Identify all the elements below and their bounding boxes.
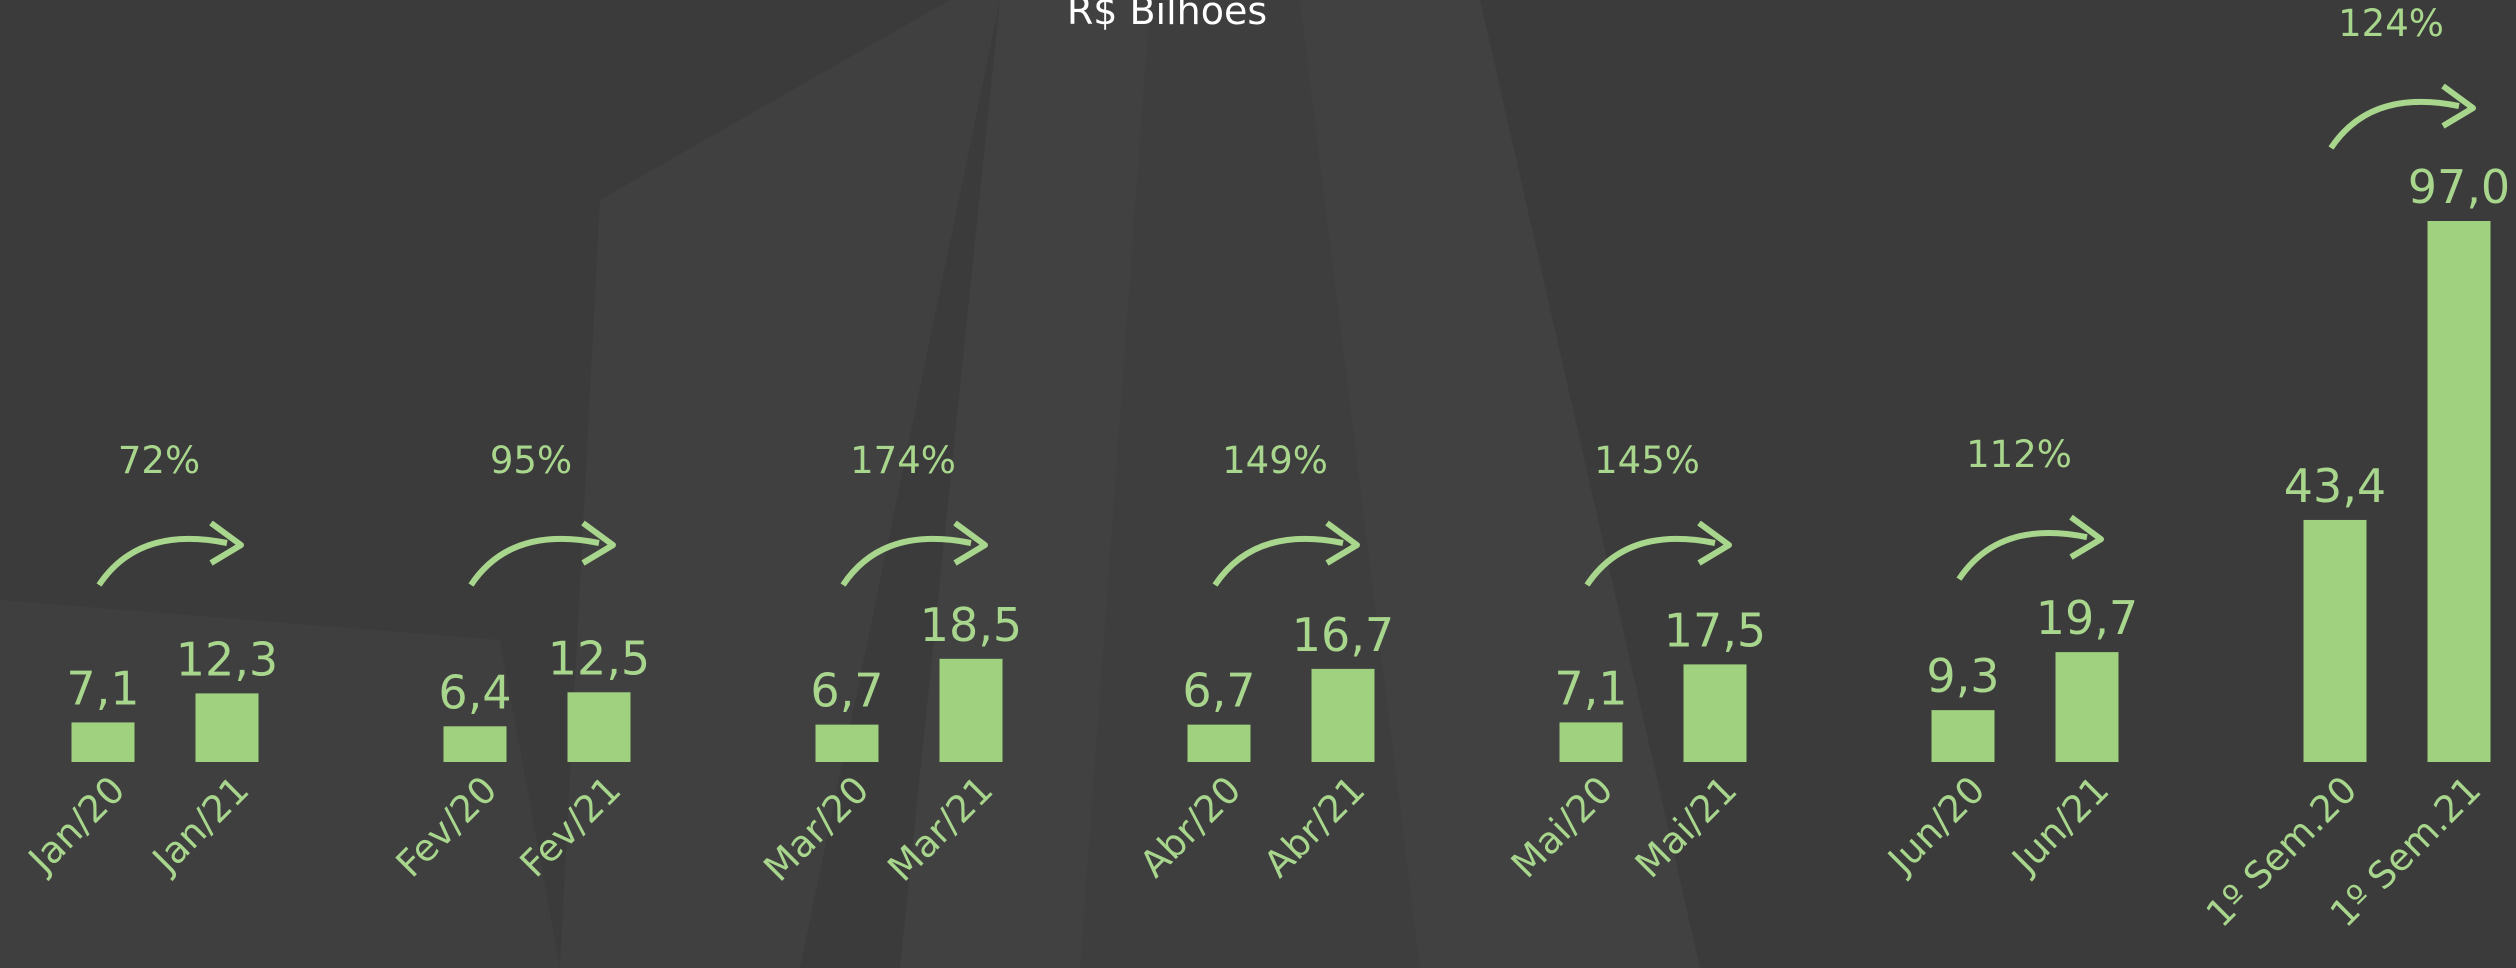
growth-arrow [468, 535, 600, 587]
value-label: 12,5 [548, 631, 650, 685]
bar [1311, 668, 1375, 762]
bar [195, 693, 259, 762]
growth-arrow [1956, 529, 2088, 581]
growth-arrowhead [581, 520, 616, 566]
value-label: 97,0 [2408, 160, 2510, 214]
growth-arrow [96, 535, 228, 587]
growth-arrowhead [953, 520, 988, 566]
value-label: 7,1 [66, 661, 139, 715]
value-label: 6,7 [1182, 664, 1255, 718]
bar [2427, 221, 2491, 762]
growth-label: 145% [1594, 439, 1700, 482]
value-label: 6,7 [810, 664, 883, 718]
bar [2303, 519, 2367, 762]
value-label: 12,3 [176, 632, 278, 686]
growth-arrowhead [2069, 514, 2104, 560]
growth-label: 112% [1966, 433, 2072, 476]
value-label: 17,5 [1664, 603, 1766, 657]
bar [2055, 652, 2119, 762]
building-backdrop [0, 0, 1700, 968]
bar [1559, 722, 1623, 762]
chart-title: R$ Bilhões [1067, 0, 1267, 33]
growth-arrowhead [2441, 83, 2476, 129]
growth-arrow [840, 535, 972, 587]
growth-label: 124% [2338, 2, 2444, 45]
bar [71, 722, 135, 762]
growth-label: 174% [850, 439, 956, 482]
bar [567, 692, 631, 762]
value-label: 7,1 [1554, 661, 1627, 715]
value-label: 9,3 [1926, 649, 1999, 703]
growth-arrowhead [1697, 520, 1732, 566]
bar [939, 658, 1003, 762]
growth-arrowhead [1325, 520, 1360, 566]
value-label: 6,4 [438, 665, 511, 719]
bar [815, 724, 879, 762]
value-label: 19,7 [2036, 591, 2138, 645]
growth-arrow [1212, 535, 1344, 587]
growth-arrow [2328, 98, 2460, 150]
growth-label: 149% [1222, 439, 1328, 482]
value-label: 18,5 [920, 598, 1022, 652]
value-label: 43,4 [2284, 459, 2386, 513]
growth-label: 95% [490, 439, 572, 482]
growth-label: 72% [118, 439, 200, 482]
bar [1187, 724, 1251, 762]
value-label: 16,7 [1292, 608, 1394, 662]
growth-arrow [1584, 535, 1716, 587]
growth-arrowhead [209, 520, 244, 566]
bar [443, 726, 507, 762]
bar [1931, 710, 1995, 762]
bar [1683, 664, 1747, 762]
